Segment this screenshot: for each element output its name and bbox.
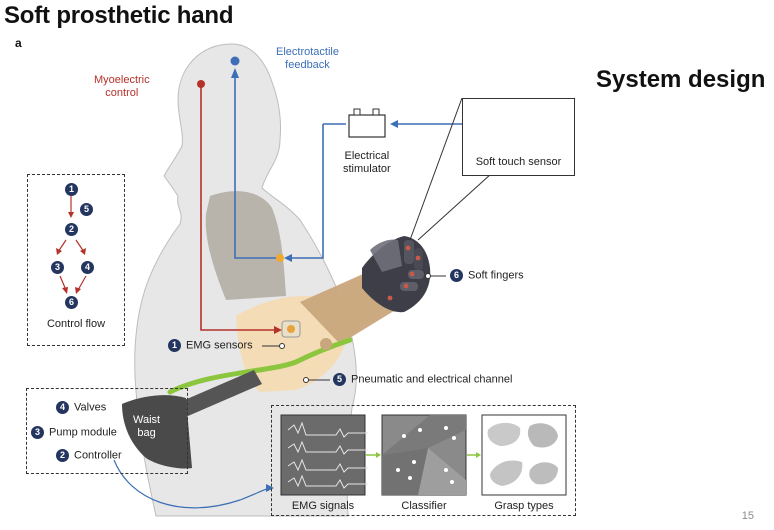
upper-arm-shade [205, 191, 286, 300]
number-badge: 2 [56, 449, 69, 462]
electrotactile-marker [230, 56, 240, 66]
channel-connector [320, 338, 332, 350]
waist-bag [122, 395, 192, 469]
control-flow-label: Control flow [46, 318, 106, 330]
zoom-line [409, 97, 463, 241]
controller-label: Controller [74, 449, 122, 462]
waist-bag-label: Waist bag [133, 414, 161, 439]
myoelectric-control-label: Myoelectric control [94, 74, 150, 99]
emg-signals-label: EMG signals [291, 500, 355, 512]
flow-node-1: 1 [65, 183, 78, 196]
valves-label: Valves [74, 401, 107, 414]
flow-node-2: 2 [65, 223, 78, 236]
myoelectric-arrowhead [274, 326, 282, 334]
pump-module-label: Pump module [49, 426, 117, 439]
electrotactile-arrowhead [231, 68, 239, 78]
number-badge: 4 [56, 401, 69, 414]
flow-node-5: 5 [80, 203, 93, 216]
control-flow-box: 1 5 2 3 4 6 Control flow [27, 174, 125, 346]
pump-module-item: 3 Pump module [31, 426, 117, 439]
flow-node-6: 6 [65, 296, 78, 309]
waist-bag-strap [180, 370, 262, 416]
soft-fingers-label: Soft fingers [468, 269, 524, 282]
soft-touch-sensor-box: Soft touch sensor [462, 98, 575, 176]
electrotactile-feedback-label: Electrotactile feedback [276, 46, 339, 71]
number-badge: 5 [333, 373, 346, 386]
soft-touch-sensor-label: Soft touch sensor [475, 156, 562, 168]
bag-contents-box: 4 Valves 3 Pump module 2 Controller [26, 388, 188, 474]
control-flow-arrows [56, 196, 87, 294]
number-badge: 1 [168, 339, 181, 352]
prosthetic-hand-graphic [362, 236, 431, 313]
panel-letter: a [15, 36, 22, 50]
channel-callout: 5 Pneumatic and electrical channel [333, 373, 512, 386]
grasp-types-graphic [481, 414, 567, 496]
emg-sensors-label: EMG sensors [186, 339, 253, 352]
page-number: 15 [741, 510, 754, 522]
electrotactile-path [234, 78, 278, 259]
stimulation-electrode [276, 254, 284, 262]
emg-sensors-callout: 1 EMG sensors [168, 339, 253, 352]
battery-icon [348, 108, 386, 138]
valves-item: 4 Valves [56, 401, 106, 414]
soft-fingers-callout: 6 Soft fingers [450, 269, 524, 282]
classifier-graphic [381, 414, 467, 496]
number-badge: 6 [450, 269, 463, 282]
grasp-types-label: Grasp types [494, 500, 554, 512]
flow-node-3: 3 [51, 261, 64, 274]
classifier-label: Classifier [401, 500, 447, 512]
pipeline-box [271, 405, 576, 516]
channel-label: Pneumatic and electrical channel [351, 373, 513, 386]
controller-item: 2 Controller [56, 449, 122, 462]
slide-title: Soft prosthetic hand [4, 2, 234, 29]
controller-to-pipeline-path [113, 459, 271, 509]
emg-signal-traces [280, 414, 368, 496]
myoelectric-path [200, 84, 274, 331]
flow-node-4: 4 [81, 261, 94, 274]
electrical-stimulator-label: Electrical stimulator [343, 150, 391, 175]
section-title: System design [596, 66, 766, 93]
number-badge: 3 [31, 426, 44, 439]
